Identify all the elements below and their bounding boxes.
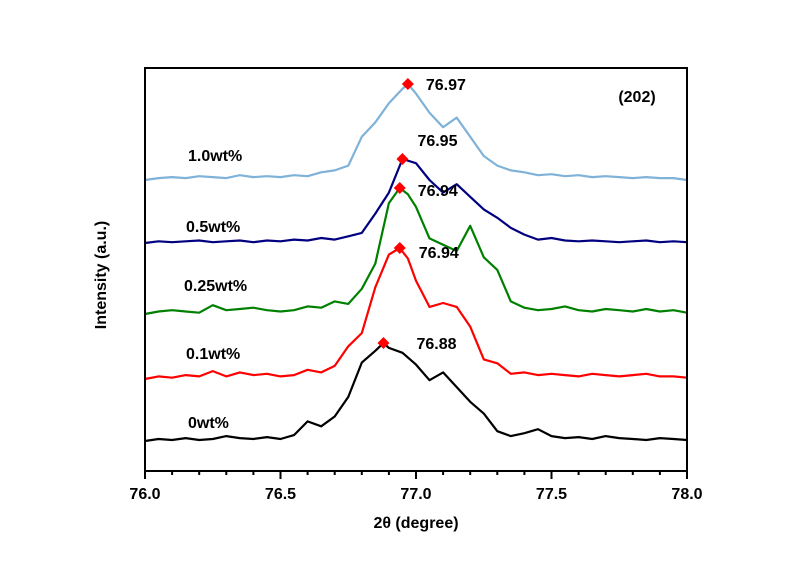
peak-marker-3 bbox=[396, 153, 409, 165]
peak-value-label-1: 76.94 bbox=[419, 245, 459, 262]
peak-value-label-4: 76.97 bbox=[426, 77, 466, 94]
x-axis-label: 2θ (degree) bbox=[373, 515, 458, 532]
x-ticks-layer: 76.0 76.5 77.0 77.5 78.0 bbox=[129, 471, 703, 503]
x-tick-label: 78.0 bbox=[671, 486, 702, 503]
peak-value-label-0: 76.88 bbox=[416, 336, 456, 353]
series-name-label-4: 1.0wt% bbox=[188, 148, 242, 165]
peak-markers-layer: 76.88 76.94 76.94 76.95 76.97 bbox=[377, 77, 466, 353]
peak-marker-0 bbox=[377, 337, 390, 349]
series-line-0 bbox=[144, 341, 688, 443]
x-tick-label: 76.5 bbox=[265, 486, 296, 503]
x-tick-label: 77.0 bbox=[400, 486, 431, 503]
peak-marker-1 bbox=[393, 242, 406, 254]
series-name-label-1: 0.1wt% bbox=[186, 346, 240, 363]
x-tick-label: 77.5 bbox=[536, 486, 567, 503]
series-name-label-2: 0.25wt% bbox=[184, 278, 247, 295]
peak-value-label-2: 76.94 bbox=[418, 183, 458, 200]
series-line-1 bbox=[144, 246, 688, 381]
peak-marker-2 bbox=[393, 182, 406, 194]
series-line-3 bbox=[144, 157, 688, 245]
reflection-annotation: (202) bbox=[618, 89, 655, 106]
x-tick-label: 76.0 bbox=[129, 486, 160, 503]
y-axis-label: Intensity (a.u.) bbox=[93, 221, 110, 329]
series-line-2 bbox=[144, 186, 688, 316]
series-line-4 bbox=[144, 82, 688, 182]
curves-layer: 0wt% 0.1wt% 0.25wt% 0.5wt% 1.0wt% bbox=[144, 82, 688, 443]
series-name-label-0: 0wt% bbox=[188, 415, 229, 432]
plot-frame bbox=[144, 67, 688, 472]
series-name-label-3: 0.5wt% bbox=[186, 219, 240, 236]
peak-value-label-3: 76.95 bbox=[417, 133, 457, 150]
peak-marker-4 bbox=[401, 78, 414, 90]
